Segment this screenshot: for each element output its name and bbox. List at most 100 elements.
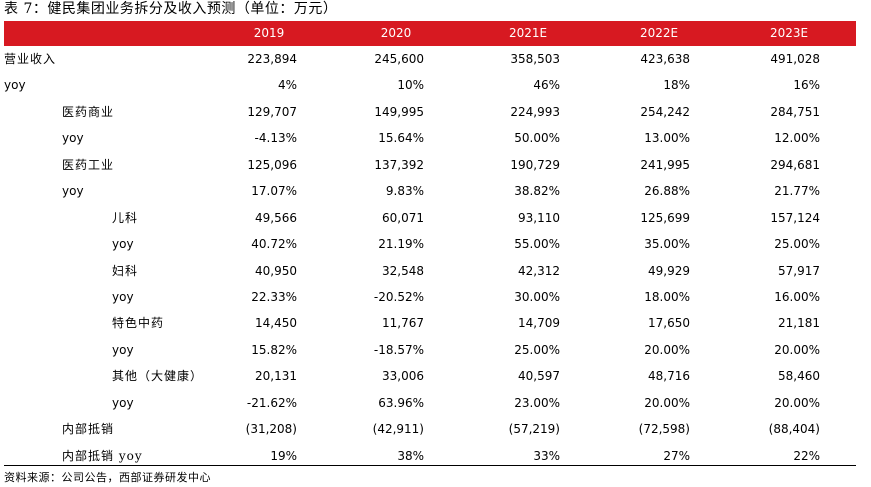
value-cell-2022e: 48,716 (648, 369, 690, 384)
table-row: yoy -21.62% 63.96% 23.00% 20.00% 20.00% (4, 390, 856, 416)
value-cell-2023e: 22% (793, 448, 820, 463)
value-cell-2023e: 16.00% (774, 289, 820, 304)
value-cell-2022e: 241,995 (640, 157, 690, 172)
value-cell-2021e: 46% (533, 78, 560, 93)
table-row: 内部抵销 (31,208) (42,911) (57,219) (72,598) (88,… (4, 416, 856, 442)
value-cell-2022e: 49,929 (648, 263, 690, 278)
table-row: 内部抵销 yoy 19% 38% 33% 27% 22% (4, 443, 856, 469)
value-cell-2019: -21.62% (246, 395, 297, 410)
value-cell-2022e: 35.00% (644, 237, 690, 252)
value-cell-2020: 15.64% (378, 131, 424, 146)
header-cell-2023e: 2023E (769, 26, 809, 40)
value-cell-2021e: 93,110 (518, 210, 560, 225)
row-label: yoy (112, 289, 134, 304)
value-cell-2023e: 491,028 (770, 52, 820, 66)
value-cell-2020: 63.96% (378, 395, 424, 410)
value-cell-2023e: 57,917 (778, 263, 820, 278)
value-cell-2022e: 13.00% (644, 131, 690, 146)
value-cell-2023e: 20.00% (774, 395, 820, 410)
row-label: 儿科 (112, 210, 139, 225)
row-label: yoy (4, 78, 26, 93)
value-cell-2022e: (72,598) (638, 422, 690, 437)
value-cell-2022e: 125,699 (640, 210, 690, 225)
table-row: yoy 4% 10% 46% 18% 16% (4, 72, 856, 98)
value-cell-2021e: 42,312 (518, 263, 560, 278)
row-label: 医药工业 (62, 157, 115, 172)
value-cell-2020: 33,006 (382, 369, 424, 384)
value-cell-2019: 49,566 (255, 210, 297, 225)
header-cell-blank (4, 21, 204, 46)
value-cell-2019: 20,131 (255, 369, 297, 384)
header-cell-2020: 2020 (380, 26, 412, 40)
value-cell-2019: 14,450 (255, 316, 297, 331)
value-cell-2019: 223,894 (247, 52, 297, 66)
value-cell-2021e: 38.82% (514, 184, 560, 199)
value-cell-2020: 60,071 (382, 210, 424, 225)
table-body: 营业收入 223,894 245,600 358,503 423,638 491,028 y… (4, 46, 856, 469)
row-label: yoy (62, 184, 84, 199)
value-cell-2019: 19% (270, 448, 297, 463)
value-cell-2021e: 33% (533, 448, 560, 463)
value-cell-2023e: 284,751 (770, 104, 820, 119)
value-cell-2022e: 18% (663, 78, 690, 93)
row-label: 营业收入 (4, 52, 57, 66)
value-cell-2021e: (57,219) (508, 422, 560, 437)
value-cell-2023e: 20.00% (774, 342, 820, 357)
value-cell-2021e: 23.00% (514, 395, 560, 410)
table-row: yoy 17.07% 9.83% 38.82% 26.88% 21.77% (4, 178, 856, 204)
header-cell-2019: 2019 (253, 26, 285, 40)
value-cell-2022e: 423,638 (640, 52, 690, 66)
value-cell-2021e: 50.00% (514, 131, 560, 146)
table-row: yoy 22.33% -20.52% 30.00% 18.00% 16.00% (4, 284, 856, 310)
value-cell-2023e: 21,181 (778, 316, 820, 331)
value-cell-2020: 149,995 (374, 104, 424, 119)
row-label: 内部抵销 (62, 422, 115, 437)
row-label: 内部抵销 yoy (62, 448, 143, 463)
value-cell-2023e: 16% (793, 78, 820, 93)
value-cell-2019: 40,950 (255, 263, 297, 278)
value-cell-2022e: 254,242 (640, 104, 690, 119)
row-label: yoy (62, 131, 84, 146)
table-header-row: 2019 2020 2021E 2022E 2023E (4, 21, 856, 46)
table-row: 儿科 49,566 60,071 93,110 125,699 157,124 (4, 205, 856, 231)
value-cell-2021e: 55.00% (514, 237, 560, 252)
value-cell-2022e: 17,650 (648, 316, 690, 331)
value-cell-2020: 38% (397, 448, 424, 463)
bottom-rule (4, 465, 856, 466)
value-cell-2021e: 190,729 (510, 157, 560, 172)
row-label: 医药商业 (62, 104, 115, 119)
value-cell-2022e: 26.88% (644, 184, 690, 199)
table-row: yoy -4.13% 15.64% 50.00% 13.00% 12.00% (4, 125, 856, 151)
value-cell-2019: -4.13% (254, 131, 297, 146)
value-cell-2019: 129,707 (247, 104, 297, 119)
value-cell-2019: 17.07% (251, 184, 297, 199)
value-cell-2023e: 58,460 (778, 369, 820, 384)
value-cell-2023e: 12.00% (774, 131, 820, 146)
value-cell-2023e: (88,404) (768, 422, 820, 437)
row-label: 特色中药 (112, 316, 165, 331)
value-cell-2020: -20.52% (373, 289, 424, 304)
value-cell-2020: 10% (397, 78, 424, 93)
table-row: 妇科 40,950 32,548 42,312 49,929 57,917 (4, 258, 856, 284)
value-cell-2021e: 40,597 (518, 369, 560, 384)
value-cell-2022e: 20.00% (644, 342, 690, 357)
value-cell-2019: (31,208) (245, 422, 297, 437)
table-row: yoy 15.82% -18.57% 25.00% 20.00% 20.00% (4, 337, 856, 363)
table-row: 营业收入 223,894 245,600 358,503 423,638 491,028 (4, 46, 856, 72)
forecast-table: 2019 2020 2021E 2022E 2023E 营业收入 223,894 245,6… (4, 21, 856, 469)
value-cell-2020: 11,767 (382, 316, 424, 331)
value-cell-2021e: 358,503 (510, 52, 560, 66)
table-row: 其他（大健康） 20,131 33,006 40,597 48,716 58,460 (4, 363, 856, 389)
value-cell-2020: 21.19% (378, 237, 424, 252)
value-cell-2022e: 27% (663, 448, 690, 463)
value-cell-2022e: 20.00% (644, 395, 690, 410)
value-cell-2019: 125,096 (247, 157, 297, 172)
table-row: 特色中药 14,450 11,767 14,709 17,650 21,181 (4, 310, 856, 336)
row-label: yoy (112, 395, 134, 410)
value-cell-2021e: 25.00% (514, 342, 560, 357)
value-cell-2020: 9.83% (385, 184, 424, 199)
value-cell-2023e: 294,681 (770, 157, 820, 172)
row-label: yoy (112, 342, 134, 357)
value-cell-2019: 4% (277, 78, 297, 93)
header-cell-2021e: 2021E (508, 26, 548, 40)
